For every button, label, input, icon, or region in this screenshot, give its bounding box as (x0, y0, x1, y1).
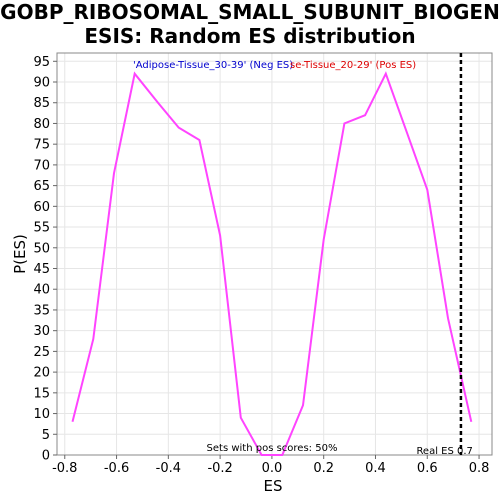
chart-title-line-1: GOBP_RIBOSOMAL_SMALL_SUBUNIT_BIOGEN (0, 0, 500, 24)
y-tick-label: 75 (33, 138, 50, 153)
y-tick-label: 50 (33, 241, 50, 256)
y-tick-label: 80 (33, 117, 50, 132)
x-tick-label: -0.6 (104, 461, 129, 476)
x-tick-label: 0.4 (365, 461, 386, 476)
y-tick-label: 20 (33, 366, 50, 381)
y-tick-label: 5 (42, 428, 50, 443)
pos-scores-annotation: Sets with pos scores: 50% (207, 443, 338, 454)
x-tick-label: 0.6 (417, 461, 438, 476)
y-tick-label: 30 (33, 324, 50, 339)
y-tick-label: 95 (33, 55, 50, 70)
x-tick-label: 0.8 (469, 461, 490, 476)
series-line (71, 71, 473, 456)
x-axis-label: ES (264, 477, 283, 495)
y-tick-label: 55 (33, 221, 50, 236)
y-tick-label: 0 (42, 449, 50, 464)
y-tick-label: 60 (33, 200, 50, 215)
y-tick-label: 85 (33, 96, 50, 111)
legend-pos-label: se-Tissue_20-29' (Pos ES) (290, 60, 416, 71)
grid-lines (57, 53, 492, 456)
y-axis-label: P(ES) (11, 234, 29, 274)
y-tick-label: 45 (33, 262, 50, 277)
x-tick-label: 0.0 (262, 461, 283, 476)
x-tick-label: -0.2 (207, 461, 232, 476)
y-tick-label: 35 (33, 303, 50, 318)
y-tick-label: 15 (33, 386, 50, 401)
x-tick-label: -0.4 (156, 461, 181, 476)
y-tick-label: 25 (33, 345, 50, 360)
y-tick-label: 65 (33, 179, 50, 194)
axis-ticks: 0 5 10 15 20 25 30 35 40 45 50 55 60 65 70 75 80 85 90 95 -0… (33, 55, 489, 476)
y-tick-label: 10 (33, 407, 50, 422)
x-tick-label: 0.2 (313, 461, 334, 476)
y-tick-label: 90 (33, 76, 50, 91)
x-tick-label: -0.8 (52, 461, 77, 476)
y-tick-label: 70 (33, 158, 50, 173)
legend-neg-label: 'Adipose-Tissue_30-39' (Neg ES) (133, 60, 293, 71)
chart-title-line-2: ESIS: Random ES distribution (84, 24, 415, 48)
real-es-label: Real ES 0.7 (416, 446, 472, 457)
y-tick-label: 40 (33, 283, 50, 298)
